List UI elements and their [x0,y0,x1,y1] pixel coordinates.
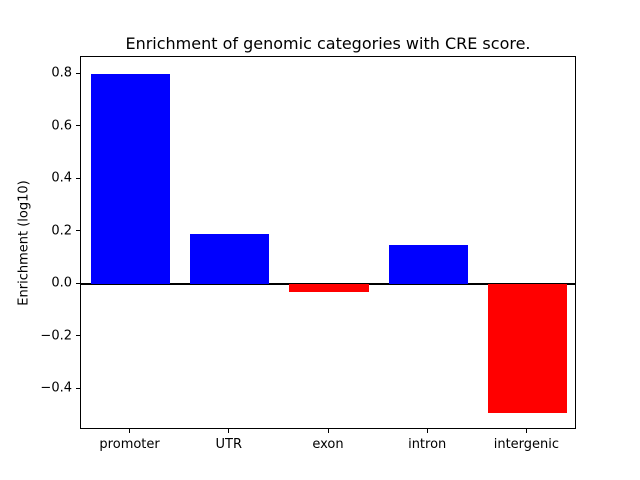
y-tick-mark [76,72,80,74]
y-tick-label: 0.4 [51,170,72,186]
y-tick-label: 0.8 [51,65,72,81]
y-tick-mark [76,335,80,337]
x-tick-label-promoter: promoter [99,437,160,452]
bar-UTR [190,234,270,285]
bar-exon [289,284,369,293]
bar-intron [388,244,468,285]
x-tick-mark [426,429,428,433]
y-tick-label: −0.4 [40,380,72,396]
y-tick-mark [76,230,80,232]
x-tick-mark [228,429,230,433]
y-tick-mark [76,387,80,389]
y-tick-label: 0.0 [51,275,72,291]
x-tick-mark [525,429,527,433]
y-tick-mark [76,125,80,127]
y-tick-mark [76,282,80,284]
y-tick-label: 0.6 [51,118,72,134]
bar-promoter [90,74,171,285]
plot-area [80,56,576,429]
chart-title: Enrichment of genomic categories with CR… [125,34,531,53]
x-tick-label-exon: exon [312,437,344,452]
x-tick-mark [129,429,131,433]
x-tick-mark [327,429,329,433]
y-tick-mark [76,177,80,179]
x-tick-label-UTR: UTR [215,437,243,452]
y-tick-label: 0.2 [51,223,72,239]
bar-intergenic [487,284,568,413]
x-tick-label-intron: intron [408,437,447,452]
y-tick-label: −0.2 [40,328,72,344]
x-tick-label-intergenic: intergenic [493,437,560,452]
